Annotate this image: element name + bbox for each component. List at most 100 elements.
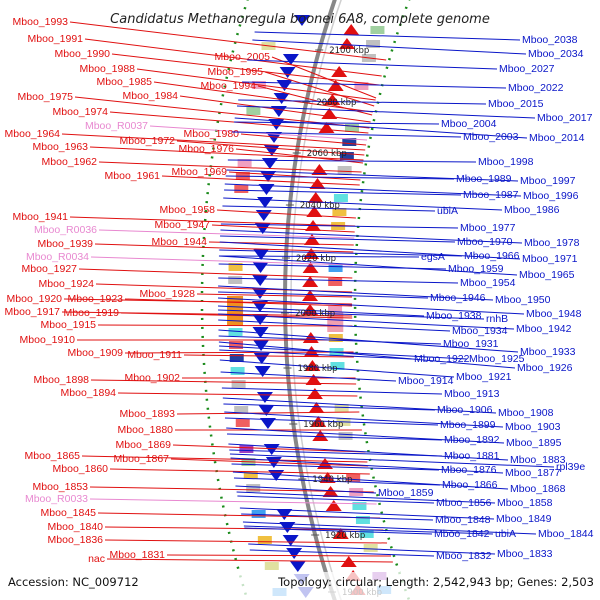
gene-label-right: Mboo_1997: [520, 175, 576, 187]
gene-label-right: rnhB: [486, 313, 508, 325]
cog-box-forward: [332, 208, 347, 216]
gene-label-left: Mboo_1939: [38, 238, 94, 250]
reverse-gene-mark: [255, 210, 272, 221]
right-leader-line: [224, 189, 462, 196]
right-leader-line: [219, 249, 463, 257]
left-leader-line: [111, 53, 380, 86]
left-leader-line: [98, 161, 362, 173]
cog-box-forward: [366, 40, 381, 48]
left-leader-line: [61, 133, 366, 151]
gene-label-left: Mboo_1917: [5, 306, 61, 318]
reverse-gene-mark: [253, 249, 270, 260]
right-leader-line: [218, 313, 515, 330]
gene-label-right: Mboo_2022: [508, 82, 564, 94]
gene-label-left: Mboo_1880: [118, 424, 174, 436]
cog-box-forward: [333, 194, 348, 202]
right-leader-line: [234, 117, 528, 139]
right-leader-line: [229, 449, 443, 457]
left-leader-line: [271, 56, 377, 99]
gene-label-right: Mboo_1970: [457, 236, 513, 248]
gene-label-left: Mboo_1924: [39, 278, 95, 290]
gene-label-left: Mboo_1963: [33, 141, 89, 153]
right-leader-line: [220, 229, 523, 244]
forward-gene-mark: [325, 500, 342, 511]
gene-label-right: Mboo_2015: [488, 98, 544, 110]
right-leader-line: [218, 255, 518, 276]
gene-label-left: Mboo_1893: [120, 408, 176, 420]
gene-label-left: Mboo_1867: [114, 453, 170, 465]
left-leader-line: [89, 486, 374, 493]
right-leader-line: [224, 417, 439, 426]
gene-label-right: Mboo_1892: [444, 434, 500, 446]
gene-label-right: Mboo_2027: [499, 63, 555, 75]
reverse-gene-mark: [282, 54, 299, 65]
right-leader-line: [224, 183, 522, 197]
right-leader-line: [243, 525, 494, 535]
right-leader-line: [236, 491, 496, 504]
right-leader-line: [239, 507, 495, 520]
forward-gene-mark: [312, 430, 329, 441]
cog-box-reverse: [264, 562, 279, 570]
gene-label-right: Mboo_1938: [426, 310, 482, 322]
reverse-gene-mark: [258, 184, 275, 195]
forward-gene-mark: [308, 402, 325, 413]
left-leader-line: [117, 392, 358, 397]
gene-label-right: Mboo_1950: [495, 294, 551, 306]
genome-backbone-inner: [290, 0, 342, 600]
right-leader-line: [218, 291, 429, 299]
right-leader-line: [218, 285, 494, 301]
left-leader-line: [196, 293, 353, 298]
gene-label-right: Mboo_1913: [444, 388, 500, 400]
cog-box-reverse: [230, 367, 245, 375]
right-leader-line: [242, 81, 507, 89]
right-leader-line: [218, 309, 485, 320]
gene-label-left: Mboo_1910: [20, 334, 76, 346]
gene-label-left: Mboo_1964: [5, 128, 61, 140]
reverse-gene-mark: [282, 535, 299, 546]
reverse-gene-mark: [252, 262, 269, 273]
right-leader-line: [249, 549, 435, 557]
left-leader-line: [78, 268, 353, 279]
gene-label-right: Mboo_2003: [463, 131, 519, 143]
gene-label-right: Mboo_1858: [497, 497, 553, 509]
left-leader-line: [69, 216, 356, 227]
gene-label-right: Mboo_2038: [522, 34, 578, 46]
left-leader-line: [216, 209, 356, 219]
forward-gene-mark: [324, 94, 341, 105]
right-leader-line: [226, 427, 505, 444]
right-leader-line: [228, 443, 509, 461]
right-leader-line: [227, 433, 443, 441]
left-leader-line: [176, 140, 365, 156]
right-leader-line: [233, 477, 441, 486]
reverse-gene-mark: [268, 119, 285, 130]
right-leader-line: [254, 31, 521, 41]
gene-label-right: Mboo_1989: [456, 173, 512, 185]
gene-label-left: Mboo_1985: [97, 76, 153, 88]
gene-label-right: Mboo_1933: [520, 346, 576, 358]
gene-label-left: Mboo_1920: [7, 293, 63, 305]
gene-label-left: Mboo_1909: [68, 347, 124, 359]
right-leader-line: [237, 495, 435, 504]
cog-box-forward: [359, 530, 374, 538]
left-leader-line: [172, 444, 366, 453]
gene-label-right: Mboo_1876: [441, 464, 497, 476]
cog-box-forward: [354, 82, 369, 90]
right-leader-line: [227, 159, 477, 163]
gene-label-right: Mboo_1856: [436, 497, 492, 509]
reverse-gene-mark: [254, 366, 271, 377]
left-leader-line: [94, 243, 354, 253]
scale-tick-label: 1980 kbp: [297, 364, 337, 374]
reverse-gene-mark: [263, 145, 280, 156]
cog-box-forward: [337, 166, 352, 174]
right-leader-line: [248, 543, 496, 555]
left-leader-line: [176, 411, 360, 415]
forward-gene-mark: [302, 290, 319, 301]
right-leader-line: [218, 335, 442, 345]
left-leader-line: [97, 324, 353, 327]
left-leader-line: [170, 458, 369, 467]
gene-label-left: Mboo_1928: [140, 288, 196, 300]
gene-label-right: Mboo_1868: [510, 483, 566, 495]
right-leader-line: [238, 99, 487, 105]
right-leader-line: [222, 397, 497, 414]
forward-gene-mark: [331, 66, 348, 77]
